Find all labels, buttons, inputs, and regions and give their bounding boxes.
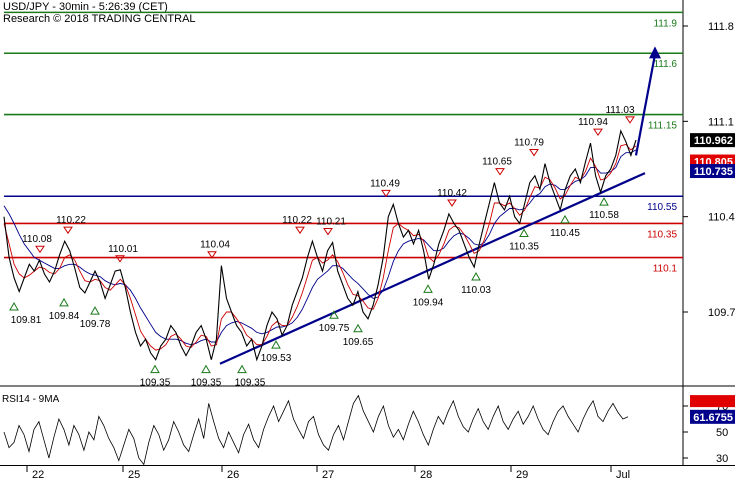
projection-arrow-head — [649, 46, 661, 59]
rsi-label: RSI14 - 9MA — [2, 394, 60, 405]
swing-high-label: 111.03 — [605, 105, 635, 116]
swing-low-label: 109.35 — [140, 378, 171, 389]
price-tick-label: 111.1 — [708, 116, 734, 128]
ma-slow-line — [3, 149, 637, 346]
price-badge-current — [690, 133, 735, 148]
swing-high-label: 110.21 — [316, 217, 346, 228]
rsi-tick-label: 30 — [716, 453, 728, 465]
swing-low-marker — [271, 340, 281, 349]
swing-high-marker — [447, 199, 457, 207]
swing-high-marker — [495, 168, 505, 176]
rsi-ma-badge — [690, 395, 735, 408]
time-tick-label: 25 — [128, 469, 140, 480]
swing-low-marker — [237, 364, 247, 374]
level-label: 111.9 — [653, 18, 677, 29]
level-label: 110.55 — [647, 202, 677, 213]
rsi-value-badge — [690, 409, 735, 424]
swing-low-label: 110.45 — [550, 228, 580, 239]
swing-low-label: 109.53 — [261, 353, 292, 364]
swing-low-marker — [90, 306, 100, 315]
time-tick-label: 26 — [227, 469, 239, 480]
levels-layer: 111.9 111.6 111.15 110.55 110.35 110.1 — [4, 11, 683, 365]
swing-low-marker — [423, 284, 433, 293]
swing-low-label: 109.78 — [80, 319, 111, 330]
swing-high-label: 110.04 — [200, 240, 230, 251]
time-tick-label: 29 — [516, 469, 528, 480]
swing-low-label: 109.94 — [413, 297, 444, 308]
swing-high-marker — [63, 226, 73, 235]
rsi-value-label: 61.6755 — [693, 412, 733, 424]
price-tick-label: 109.7 — [708, 307, 735, 319]
swing-low-label: 109.84 — [49, 311, 80, 322]
price-line — [3, 129, 637, 362]
swing-low-label: 109.35 — [191, 378, 222, 389]
swing-low-label: 109.75 — [319, 323, 350, 334]
swing-high-label: 110.49 — [370, 178, 400, 189]
swing-high-marker — [593, 128, 603, 137]
swing-high-label: 110.79 — [514, 138, 544, 149]
swing-high-label: 110.94 — [578, 117, 608, 128]
swing-low-marker — [150, 364, 160, 374]
swing-low-marker — [560, 214, 570, 224]
swing-low-marker — [471, 272, 481, 281]
projection-arrow-shaft — [634, 54, 657, 156]
swing-low-marker — [201, 364, 211, 374]
swing-low-label: 110.58 — [589, 210, 619, 221]
swing-low-label: 110.03 — [461, 285, 491, 296]
swing-low-marker — [9, 302, 19, 311]
rsi-layer: 70503061.6755 — [3, 394, 735, 466]
swing-high-marker — [35, 245, 45, 254]
time-tick-label: 27 — [322, 469, 334, 480]
price-badge-label: 110.735 — [694, 166, 733, 178]
level-label: 110.1 — [653, 264, 678, 275]
swing-low-marker — [353, 323, 363, 333]
level-label: 111.6 — [653, 59, 677, 70]
swing-high-label: 110.42 — [437, 188, 467, 199]
swing-low-marker — [59, 297, 69, 307]
swing-high-marker — [115, 255, 125, 263]
swing-high-label: 110.01 — [108, 244, 138, 255]
swing-high-marker — [625, 116, 635, 124]
price-tick-label: 110.4 — [708, 212, 735, 224]
axis-layer: 111.8111.1110.4109.7110.962110.805110.73… — [26, 21, 735, 480]
price-tick-label: 111.8 — [708, 21, 734, 33]
research-credit: Research © 2018 TRADING CENTRAL — [3, 13, 196, 25]
swing-low-label: 109.81 — [11, 315, 42, 326]
swing-high-label: 110.22 — [282, 215, 312, 226]
price-badge-blue — [690, 164, 735, 179]
price-badge-label: 110.962 — [694, 135, 733, 147]
swing-low-label: 109.35 — [235, 378, 266, 389]
swing-low-marker — [599, 197, 609, 206]
swing-low-marker — [519, 228, 529, 237]
chart-title: USD/JPY - 30min - 5:26:39 (CET) — [3, 1, 168, 13]
rsi-tick-label: 50 — [716, 427, 728, 439]
swing-high-label: 110.08 — [22, 234, 52, 245]
level-label: 110.35 — [647, 229, 677, 240]
swing-high-label: 110.22 — [56, 215, 86, 226]
swing-low-label: 110.35 — [509, 241, 539, 252]
swing-high-marker — [323, 228, 333, 236]
swing-high-marker — [207, 251, 217, 259]
swing-low-marker — [329, 310, 339, 319]
main-layer — [3, 46, 661, 362]
swing-low-label: 109.65 — [343, 337, 374, 348]
swing-high-marker — [295, 226, 305, 235]
time-tick-label: 22 — [32, 469, 44, 480]
ma-fast-line — [3, 143, 637, 351]
level-label: 111.15 — [648, 121, 678, 132]
rsi-line — [3, 394, 629, 466]
swing-high-marker — [381, 189, 391, 198]
swing-high-label: 110.65 — [482, 157, 512, 168]
time-tick-label: 28 — [420, 469, 432, 480]
time-tick-label: Jul — [616, 469, 630, 480]
swing-high-marker — [529, 149, 539, 157]
